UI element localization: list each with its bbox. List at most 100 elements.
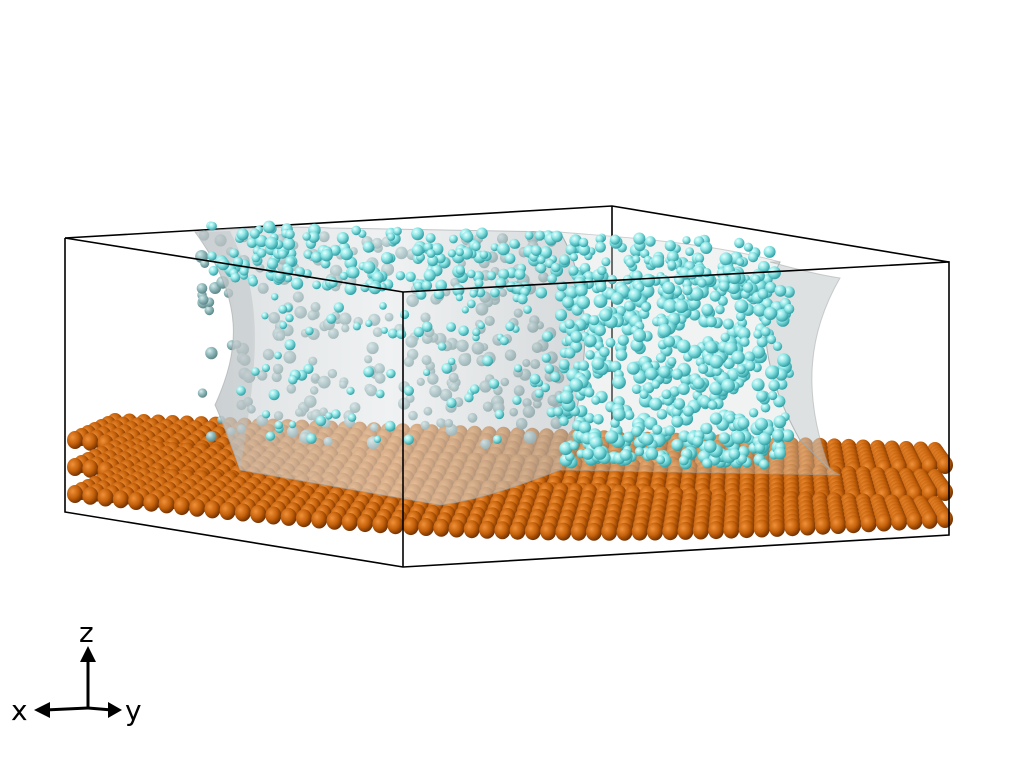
liquid-atom	[559, 441, 573, 456]
liquid-atom	[387, 328, 398, 339]
liquid-atom	[678, 455, 689, 466]
substrate-atom	[265, 506, 282, 525]
liquid-atom	[754, 417, 769, 431]
substrate-atom	[814, 516, 831, 535]
liquid-atom	[554, 308, 568, 322]
axis-triad	[34, 646, 122, 718]
liquid-atom	[783, 286, 795, 298]
liquid-atom	[725, 413, 736, 424]
liquid-atom	[558, 359, 570, 370]
liquid-atom	[274, 420, 284, 430]
liquid-atom	[677, 383, 690, 395]
substrate-atom	[418, 518, 435, 536]
liquid-atom	[656, 409, 668, 420]
liquid-atom	[291, 277, 304, 290]
liquid-atom	[667, 356, 677, 367]
liquid-atom	[719, 252, 733, 266]
liquid-atom	[628, 288, 642, 302]
liquid-atom	[262, 220, 276, 234]
liquid-atom	[666, 250, 679, 263]
liquid-atom	[363, 366, 375, 378]
liquid-atom	[718, 432, 731, 444]
liquid-atom	[308, 231, 320, 243]
liquid-atom	[413, 326, 425, 338]
liquid-atom	[704, 340, 718, 354]
substrate-atom	[250, 505, 267, 523]
liquid-atom	[584, 334, 597, 347]
liquid-atom	[578, 237, 589, 248]
liquid-atom	[728, 448, 741, 460]
liquid-atom	[631, 425, 643, 437]
liquid-atom	[547, 273, 557, 284]
liquid-atom	[731, 430, 746, 445]
liquid-atom	[674, 299, 688, 313]
substrate-atom	[494, 521, 511, 540]
liquid-atom	[320, 249, 333, 262]
liquid-atom	[771, 429, 785, 442]
liquid-atom	[472, 328, 481, 337]
substrate-atom	[158, 495, 175, 514]
liquid-atom	[615, 349, 628, 361]
liquid-atom	[597, 265, 607, 276]
liquid-atom	[544, 363, 555, 374]
liquid-atom	[599, 308, 613, 322]
liquid-atom	[482, 355, 493, 367]
liquid-atom	[305, 326, 314, 336]
liquid-atom	[754, 442, 766, 454]
liquid-atom	[718, 280, 730, 292]
liquid-atom	[284, 339, 296, 351]
liquid-atom	[230, 272, 241, 283]
liquid-atom	[449, 234, 458, 244]
liquid-atom	[344, 283, 357, 295]
liquid-atom	[578, 243, 591, 256]
liquid-atom	[657, 323, 672, 338]
liquid-atom	[446, 322, 456, 332]
liquid-atom	[695, 253, 705, 263]
liquid-atom	[702, 458, 713, 469]
liquid-atom	[426, 249, 436, 258]
liquid-atom	[198, 294, 209, 305]
liquid-atom	[351, 225, 362, 236]
liquid-atom	[661, 389, 672, 400]
liquid-atom	[634, 447, 645, 457]
liquid-atom	[645, 447, 659, 461]
substrate-atom	[677, 521, 694, 540]
liquid-atom	[458, 325, 469, 337]
liquid-atom	[284, 274, 293, 283]
liquid-atom	[340, 247, 353, 261]
liquid-atom	[676, 339, 691, 354]
substrate-atom	[799, 517, 816, 536]
substrate-atom	[311, 510, 328, 529]
liquid-atom	[709, 412, 723, 425]
substrate-atom	[402, 517, 419, 536]
substrate-atom	[219, 502, 236, 520]
liquid-atom	[669, 386, 680, 397]
liquid-atom	[570, 235, 582, 247]
liquid-atom	[268, 389, 280, 401]
liquid-atoms-front	[206, 220, 795, 470]
liquid-atom	[682, 285, 693, 296]
liquid-atom	[766, 334, 777, 345]
substrate-atom	[204, 500, 221, 519]
liquid-atom	[758, 261, 770, 273]
liquid-atom	[579, 262, 591, 274]
liquid-atom	[505, 321, 515, 332]
liquid-atom	[626, 361, 640, 375]
liquid-atom	[748, 408, 759, 418]
liquid-atom	[490, 243, 499, 252]
liquid-atom	[562, 296, 574, 309]
liquid-atom	[565, 286, 578, 299]
substrate-atom	[647, 522, 663, 541]
liquid-atom	[619, 449, 632, 461]
substrate-atom	[555, 522, 572, 541]
liquid-atom	[498, 268, 510, 280]
liquid-atom	[610, 292, 624, 305]
liquid-atom	[591, 395, 601, 405]
liquid-atom	[639, 390, 649, 399]
substrate-atom	[570, 522, 587, 541]
liquid-atom	[784, 303, 795, 315]
liquid-atom	[604, 430, 619, 444]
liquid-atom	[509, 238, 520, 249]
